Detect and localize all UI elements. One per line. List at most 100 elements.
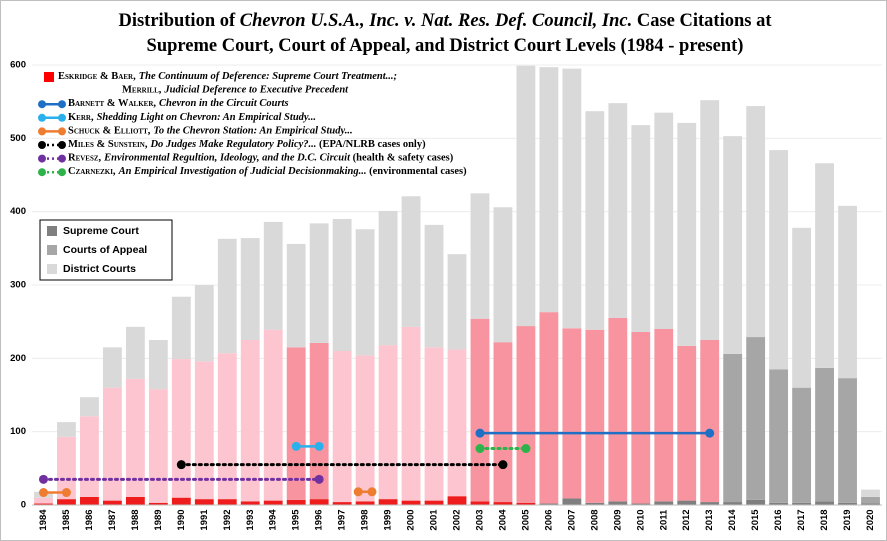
x-tick-label: 2000 [406,509,417,530]
legend-label: Revesz, Environmental Regultion, Ideology… [68,153,454,164]
x-tick-label: 1996 [314,509,325,530]
legend-marker [58,141,66,149]
bar-segment [240,501,260,505]
x-tick-label: 1997 [337,509,348,530]
legend-marker [58,154,66,163]
legend-authors: Miles & Sunstein, [68,139,148,150]
bar-segment [631,331,651,504]
bar-segment [861,503,880,505]
bar-segment [217,353,237,500]
bar-segment [102,500,122,505]
legend-label: Supreme Court [63,225,139,237]
study-period-end [367,487,377,497]
x-tick-label: 2004 [497,509,508,531]
bar-segment [470,318,490,502]
legend-authors: Barnett & Walker, [68,99,156,110]
legend-title: To the Chevron Station: An Empirical Stu… [153,126,352,137]
legend-title: Shedding Light on Chevron: An Empirical … [97,112,316,123]
bar-segment [585,329,605,503]
study-period-end [498,460,508,470]
y-tick-label: 200 [10,353,26,364]
x-tick-label: 1988 [130,509,141,530]
legend-swatch [47,245,57,255]
bar-segment [792,227,812,388]
x-tick-label: 2015 [750,509,761,531]
x-tick-label: 1990 [176,509,187,530]
bar-segment [263,500,283,505]
bar-segment [424,500,444,505]
bar-segment [746,106,766,338]
legend-authors: Czarnezki, [68,167,116,178]
bar-segment [286,243,306,348]
legend-label: Eskridge & Baer, The Continuum of Deferen… [58,71,397,82]
bar-segment [539,67,559,313]
bar-segment [493,502,513,505]
legend-label: Courts of Appeal [63,244,147,256]
bar-segment [769,369,789,503]
bar-segment [539,503,559,505]
legend-note: (health & safety cases) [350,153,454,164]
bar-segment [516,502,536,505]
bar-segment [286,347,306,500]
legend-swatch [44,72,54,82]
chart-title: Distribution of Chevron U.S.A., Inc. v. … [118,11,772,31]
bar-segment [585,502,605,505]
bar-segment [539,312,559,504]
bar-segment [608,103,628,318]
legend-title: The Continuum of Deference: Supreme Cour… [139,71,397,82]
bar-segment [838,502,857,505]
study-period-end [61,488,71,498]
legend-marker [58,168,66,177]
x-tick-label: 2002 [452,509,463,530]
title-part: Case Citations at [632,11,772,31]
bar-segment [815,501,834,505]
bar-segment [57,499,76,505]
bar-segment [125,326,145,379]
x-tick-label: 1987 [107,509,118,530]
bar-segment [746,337,766,500]
bar-segment [102,347,122,388]
bar-segment [470,501,490,505]
bar-segment [355,501,375,505]
bar-segment [654,112,674,330]
legend-marker [38,168,46,177]
x-tick-label: 2018 [819,509,830,530]
legend-marker [58,100,66,109]
bar-segment [585,111,605,330]
bar-segment [217,499,237,505]
study-period-end [353,487,363,497]
bar-segment [700,100,720,340]
bar-segment [792,502,812,505]
title-part: Chevron U.S.A., Inc. v. Nat. Res. Def. C… [240,11,632,31]
bar-segment [700,502,720,505]
bar-segment [861,496,880,504]
legend-title: Do Judges Make Regulatory Policy?... [149,139,316,150]
bar-segment [631,125,651,332]
bar-segment [861,489,880,497]
bar-segment [309,342,329,500]
legend-marker [38,141,46,149]
bar-segment [194,285,214,362]
bar-segment [470,193,490,319]
bar-segment [194,499,214,505]
x-tick-label: 2014 [727,509,738,531]
legend-note: (environmental cases) [367,167,468,178]
study-period-end [314,474,324,484]
legend-marker [58,127,66,136]
bar-segment [746,499,766,505]
x-tick-label: 2016 [773,509,784,530]
x-tick-label: 2019 [842,509,853,530]
bar-segment [57,436,76,500]
bar-segment [171,296,191,360]
x-tick-label: 1998 [360,509,371,530]
x-tick-label: 2017 [796,509,807,530]
bar-segment [355,229,375,356]
x-tick-label: 1993 [245,509,256,530]
bar-segment [447,254,467,350]
x-tick-label: 2011 [658,509,669,530]
y-tick-label: 600 [10,60,26,71]
bar-segment [562,68,582,329]
study-period-end [38,488,48,498]
bar-segment [401,500,421,505]
